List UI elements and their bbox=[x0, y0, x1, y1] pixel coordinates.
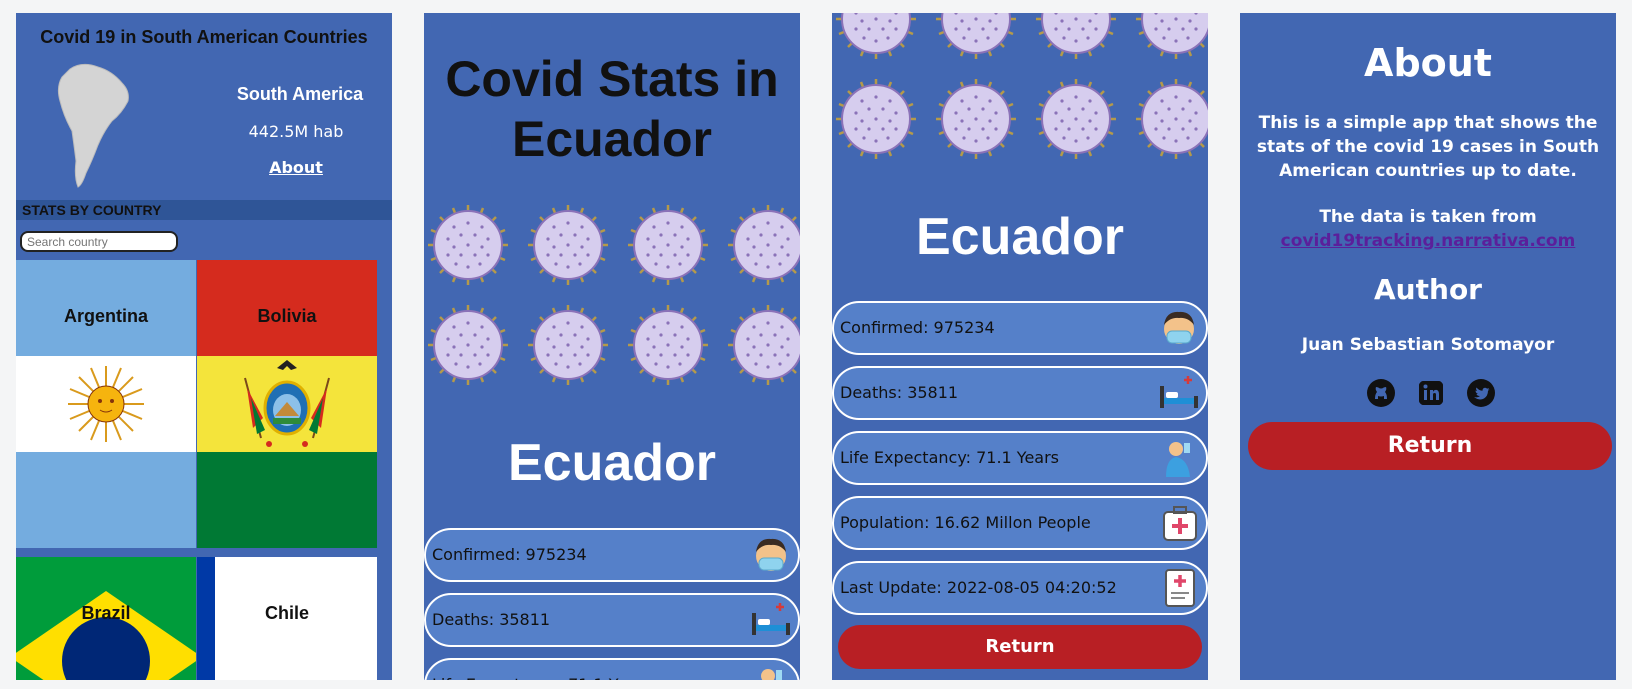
stat-life-expectancy: Life Expectancy: 71.1 Years bbox=[424, 658, 800, 680]
country-card-bolivia[interactable]: Bolivia bbox=[197, 260, 377, 552]
stat-confirmed: Confirmed: 975234 bbox=[424, 528, 800, 582]
brazil-flag-icon bbox=[16, 591, 196, 680]
detail-screen-bottom: Ecuador Confirmed: 975234 Deaths: 35811 … bbox=[832, 13, 1208, 680]
hospital-bed-icon bbox=[750, 601, 792, 637]
stat-last-update: Last Update: 2022-08-05 04:20:52 bbox=[832, 561, 1208, 615]
page-title: Covid Stats in Ecuador bbox=[445, 51, 779, 167]
hospital-bed-icon bbox=[1158, 374, 1200, 410]
bolivia-coat-of-arms-icon bbox=[244, 360, 330, 447]
country-name: Brazil bbox=[81, 603, 131, 623]
about-screen: About This is a simple app that shows th… bbox=[1240, 13, 1616, 680]
stat-label: Life Expectancy: 71.1 Years bbox=[840, 448, 1060, 467]
masked-face-icon bbox=[755, 538, 787, 572]
twitter-icon[interactable] bbox=[1466, 378, 1496, 408]
stat-label: Confirmed: 975234 bbox=[840, 318, 995, 337]
person-drinking-icon bbox=[1166, 442, 1190, 477]
return-button[interactable]: Return bbox=[1248, 422, 1612, 470]
virus-illustration-icon bbox=[426, 203, 800, 387]
data-source-link[interactable]: covid19tracking.narrativa.com bbox=[1280, 231, 1576, 251]
about-description: This is a simple app that shows the stat… bbox=[1256, 113, 1600, 181]
about-heading: About bbox=[1364, 41, 1492, 85]
stat-life-expectancy: Life Expectancy: 71.1 Years bbox=[832, 431, 1208, 485]
stat-label: Life Expectancy: 71.1 Years bbox=[432, 675, 651, 680]
search-input[interactable] bbox=[20, 231, 178, 252]
stat-label: Population: 16.62 Millon People bbox=[840, 513, 1091, 532]
data-source-prefix: The data is taken from bbox=[1319, 207, 1537, 227]
country-heading: Ecuador bbox=[507, 434, 717, 492]
detail-screen-top: Covid Stats in Ecuador Ecuador Confirmed… bbox=[424, 13, 800, 680]
author-heading: Author bbox=[1374, 273, 1482, 306]
home-screen: Covid 19 in South American Countries Sou… bbox=[16, 13, 392, 680]
country-name: Chile bbox=[264, 603, 309, 623]
stat-label: Deaths: 35811 bbox=[432, 610, 551, 629]
return-button[interactable]: Return bbox=[838, 625, 1202, 669]
data-source: The data is taken from covid19tracking.n… bbox=[1250, 205, 1606, 253]
linkedin-icon[interactable] bbox=[1416, 378, 1446, 408]
stat-label: Last Update: 2022-08-05 04:20:52 bbox=[840, 578, 1117, 597]
stat-population: Population: 16.62 Millon People bbox=[832, 496, 1208, 550]
stat-label: Confirmed: 975234 bbox=[432, 545, 587, 564]
github-icon[interactable] bbox=[1366, 378, 1396, 408]
virus-illustration-icon bbox=[834, 13, 1208, 161]
medical-report-icon bbox=[1164, 568, 1196, 608]
author-name: Juan Sebastian Sotomayor bbox=[1301, 335, 1555, 355]
stat-label: Deaths: 35811 bbox=[840, 383, 959, 402]
page-title: Covid 19 in South American Countries bbox=[40, 27, 368, 47]
stat-confirmed: Confirmed: 975234 bbox=[832, 301, 1208, 355]
sun-of-may-icon bbox=[68, 366, 144, 442]
region-population: 442.5M hab bbox=[248, 122, 344, 141]
region-name: South America bbox=[236, 84, 364, 104]
stat-deaths: Deaths: 35811 bbox=[832, 366, 1208, 420]
country-card-chile[interactable]: Chile bbox=[197, 557, 377, 680]
medical-kit-icon bbox=[1162, 505, 1198, 542]
stats-header: STATS BY COUNTRY bbox=[16, 200, 392, 220]
south-america-map-icon bbox=[57, 63, 129, 188]
country-card-argentina[interactable]: Argentina bbox=[16, 260, 196, 552]
country-name: Bolivia bbox=[257, 306, 317, 326]
masked-face-icon bbox=[1163, 311, 1195, 345]
person-drinking-icon bbox=[758, 669, 782, 680]
country-card-brazil[interactable]: Brazil bbox=[16, 557, 196, 680]
stat-deaths: Deaths: 35811 bbox=[424, 593, 800, 647]
about-link[interactable]: About bbox=[269, 158, 323, 177]
country-heading: Ecuador bbox=[915, 208, 1125, 266]
country-name: Argentina bbox=[63, 306, 148, 326]
